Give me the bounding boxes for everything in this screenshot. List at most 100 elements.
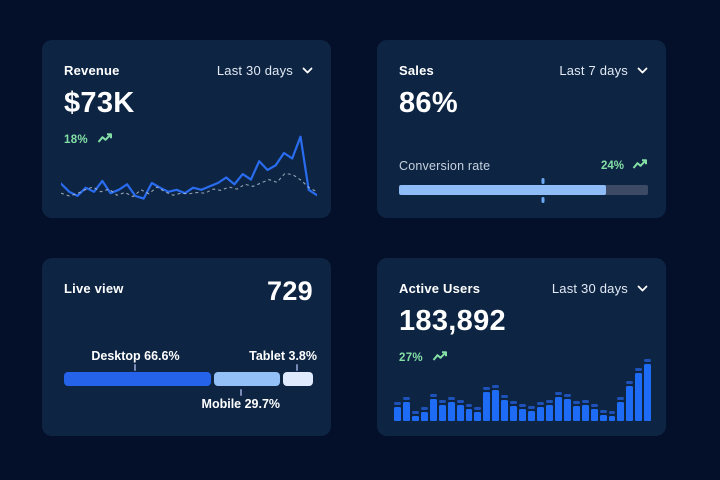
daily-users-bar	[411, 411, 419, 421]
progress-marker-bottom-row	[399, 195, 648, 204]
sales-card: Sales Last 7 days 86% Conversion rate 24…	[377, 40, 666, 218]
trending-up-icon	[97, 132, 113, 147]
bar-body	[617, 402, 625, 421]
daily-users-bar	[474, 406, 482, 421]
progress-fill	[399, 185, 606, 195]
device-bottom-labels: Mobile 29.7%	[64, 397, 313, 413]
bar-body	[420, 411, 428, 421]
progress-marker-top-row	[399, 176, 648, 185]
chevron-down-icon	[637, 285, 648, 292]
active-users-title: Active Users	[399, 281, 481, 296]
daily-users-bar	[572, 400, 580, 421]
bar-cap	[411, 411, 419, 415]
revenue-change-value: 18%	[64, 133, 88, 146]
progress-marker-tick	[541, 196, 545, 203]
segment-tablet	[283, 372, 313, 386]
bar-cap	[545, 399, 553, 403]
bar-cap	[608, 411, 616, 415]
bar-body	[402, 402, 410, 421]
revenue-series-previous	[61, 172, 317, 198]
conversion-progress-bar	[399, 185, 648, 195]
conversion-rate-row: Conversion rate 24%	[399, 158, 648, 173]
daily-users-bar	[501, 395, 509, 421]
bar-body	[474, 411, 482, 421]
daily-users-bar	[545, 399, 553, 421]
live-view-title: Live view	[64, 281, 124, 296]
live-view-card: Live view 729 Desktop 66.6% Tablet 3.8% …	[42, 258, 331, 436]
daily-users-bar	[492, 384, 500, 421]
daily-users-bar	[608, 411, 616, 421]
bar-cap	[537, 401, 544, 405]
bar-cap	[599, 410, 607, 414]
daily-users-bar	[438, 399, 446, 421]
bar-body	[554, 397, 562, 421]
bar-cap	[563, 394, 571, 398]
daily-users-bar	[465, 403, 473, 421]
daily-users-bar	[537, 401, 544, 421]
bar-cap	[402, 397, 410, 401]
bar-cap	[510, 400, 518, 404]
device-share-bar	[64, 372, 313, 386]
sales-period-dropdown[interactable]: Last 7 days	[559, 63, 648, 78]
bar-body	[492, 389, 500, 421]
bar-cap	[626, 380, 634, 384]
bar-body	[590, 408, 598, 421]
daily-users-bar	[599, 410, 607, 421]
daily-users-bar	[519, 403, 527, 421]
segment-mobile	[214, 372, 280, 386]
device-top-labels: Desktop 66.6% Tablet 3.8%	[64, 349, 317, 364]
bar-cap	[420, 406, 428, 410]
bar-body	[519, 408, 527, 421]
trending-up-icon	[632, 158, 648, 173]
daily-users-bar	[617, 397, 625, 421]
bar-cap	[465, 403, 473, 407]
active-users-period-dropdown[interactable]: Last 30 days	[552, 281, 648, 296]
bar-body	[537, 406, 544, 421]
daily-users-bar	[590, 403, 598, 421]
revenue-card-header: Revenue Last 30 days	[64, 63, 313, 78]
revenue-period-dropdown[interactable]: Last 30 days	[217, 63, 313, 78]
bar-cap	[483, 387, 491, 391]
daily-users-bar	[429, 394, 437, 421]
live-view-value: 729	[267, 276, 313, 306]
bar-body	[599, 415, 607, 421]
daily-users-bar	[635, 367, 643, 421]
bar-body	[411, 416, 419, 421]
daily-users-bar	[402, 397, 410, 421]
bar-cap	[438, 399, 446, 403]
bar-cap	[635, 367, 643, 371]
bar-body	[510, 405, 518, 421]
daily-users-bar	[581, 399, 589, 421]
active-users-bar-chart	[394, 357, 652, 421]
bar-cap	[429, 394, 437, 398]
progress-marker-tick	[541, 177, 545, 184]
device-share-chart: Desktop 66.6% Tablet 3.8% Mobile 29.7%	[64, 349, 317, 413]
bar-cap	[572, 400, 580, 404]
desktop-tick	[134, 364, 137, 371]
mobile-tick	[239, 389, 242, 396]
daily-users-bar	[420, 406, 428, 421]
bar-body	[635, 372, 643, 421]
active-users-change-badge: 27%	[399, 350, 648, 365]
active-users-change-value: 27%	[399, 351, 423, 364]
tablet-tick	[295, 364, 298, 371]
bar-cap	[492, 384, 500, 388]
bar-cap	[617, 397, 625, 401]
bar-cap	[554, 392, 562, 396]
daily-users-bar	[483, 387, 491, 421]
bar-cap	[519, 403, 527, 407]
sales-title: Sales	[399, 63, 434, 78]
daily-users-bar	[626, 380, 634, 421]
bar-body	[429, 399, 437, 421]
bar-body	[465, 408, 473, 421]
daily-users-bar	[394, 401, 401, 421]
tablet-share-label: Tablet 3.8%	[249, 349, 317, 363]
bar-body	[447, 402, 455, 421]
dashboard-grid: Revenue Last 30 days $73K 18% Sales Last…	[42, 40, 666, 436]
revenue-change-badge: 18%	[64, 132, 313, 147]
bar-body	[644, 363, 652, 421]
bar-body	[528, 411, 535, 421]
bar-cap	[447, 397, 455, 401]
daily-users-bar	[554, 392, 562, 421]
desktop-share-label: Desktop 66.6%	[91, 349, 180, 363]
